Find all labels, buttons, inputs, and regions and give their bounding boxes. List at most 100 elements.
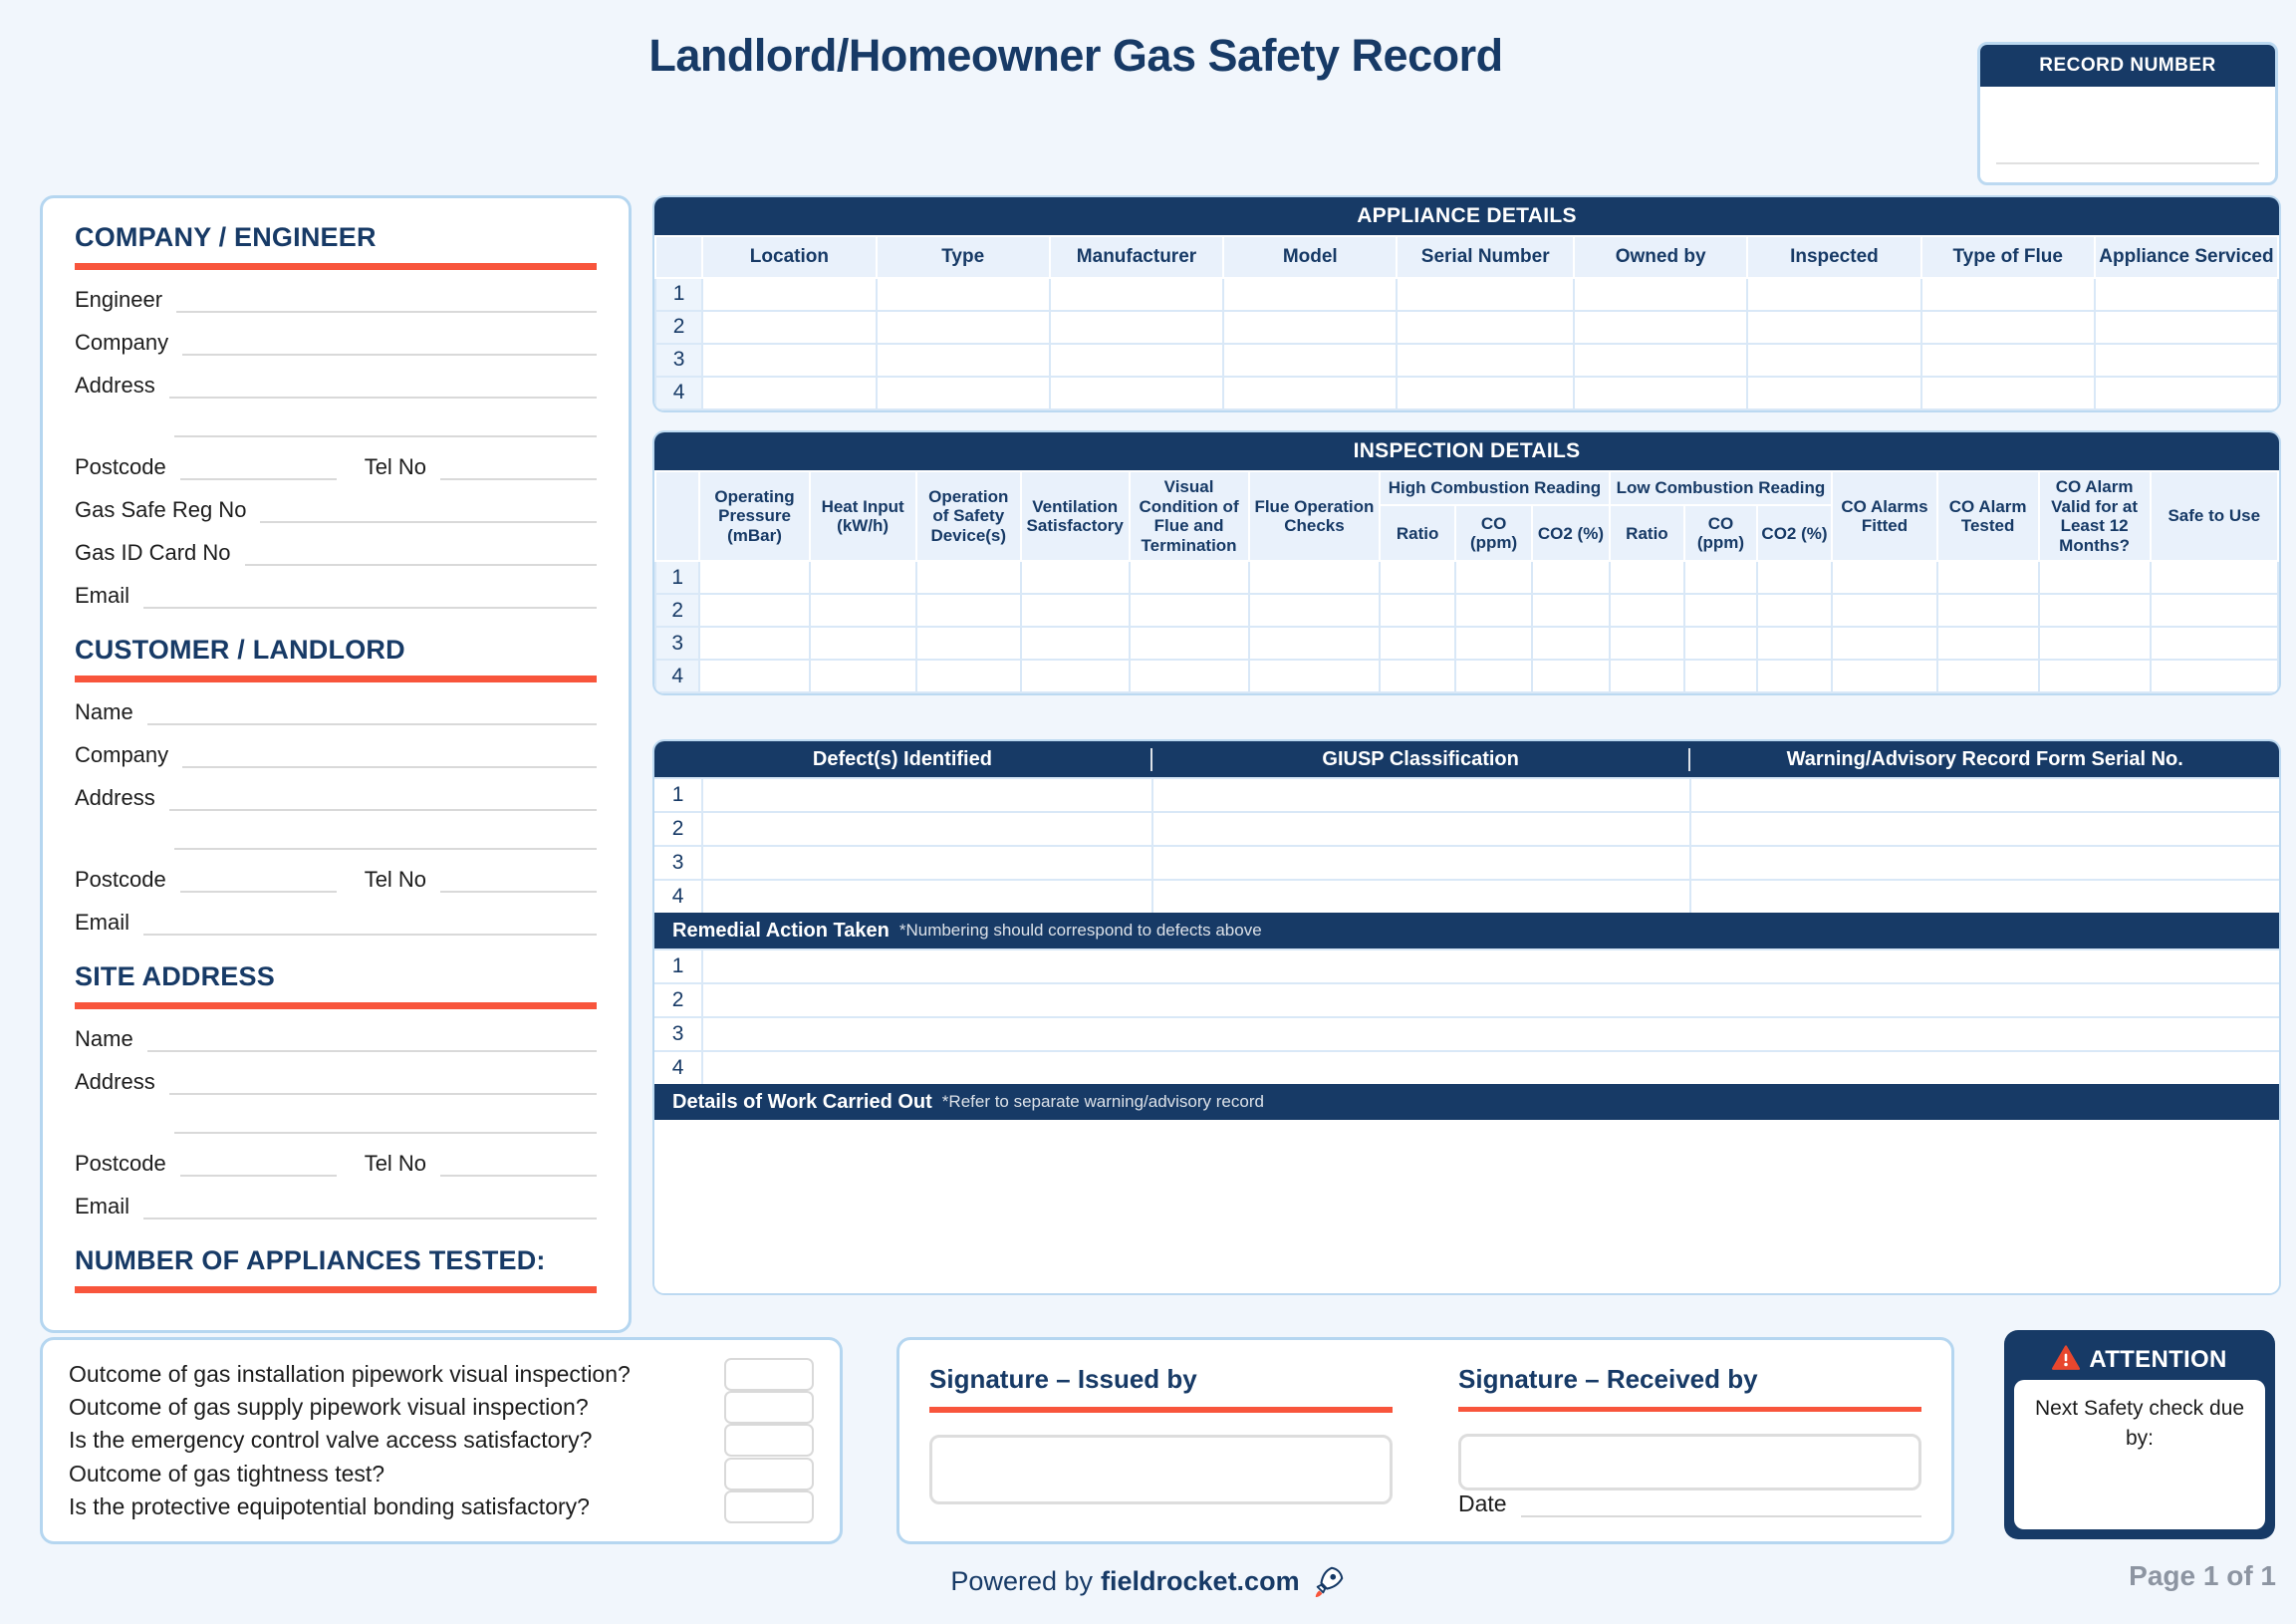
inspection-cell[interactable] <box>808 659 917 694</box>
inspection-cell[interactable] <box>1128 593 1250 629</box>
tel-no-input-line[interactable] <box>440 1151 597 1177</box>
inspection-cell[interactable] <box>1831 560 1938 596</box>
address-input-line[interactable] <box>168 1069 597 1095</box>
inspection-cell[interactable] <box>1247 626 1382 662</box>
appliance-cell[interactable] <box>2093 342 2279 378</box>
answer-box[interactable] <box>724 1424 814 1458</box>
inspection-cell[interactable] <box>698 626 811 662</box>
defect-cell[interactable] <box>701 813 1151 845</box>
answer-box[interactable] <box>724 1358 814 1392</box>
inspection-cell[interactable] <box>1755 659 1834 694</box>
appliance-cell[interactable] <box>1746 309 1922 345</box>
inspection-cell[interactable] <box>2037 560 2152 596</box>
appliance-cell[interactable] <box>1048 309 1225 345</box>
answer-box[interactable] <box>724 1489 814 1523</box>
remedial-cell[interactable] <box>701 1052 2279 1084</box>
appliance-cell[interactable] <box>875 276 1051 312</box>
inspection-cell[interactable] <box>698 560 811 596</box>
company-input-line[interactable] <box>182 742 597 768</box>
postcode-input-line[interactable] <box>179 867 337 893</box>
inspection-cell[interactable] <box>2149 560 2279 596</box>
appliance-cell[interactable] <box>1222 375 1399 410</box>
appliance-cell[interactable] <box>1572 375 1749 410</box>
inspection-cell[interactable] <box>1247 560 1382 596</box>
appliance-cell[interactable] <box>701 342 878 378</box>
inspection-cell[interactable] <box>914 560 1022 596</box>
defect-cell[interactable] <box>701 847 1151 879</box>
inspection-cell[interactable] <box>1019 560 1131 596</box>
inspection-cell[interactable] <box>1935 626 2040 662</box>
inspection-cell[interactable] <box>1019 659 1131 694</box>
work-details-area[interactable] <box>654 1120 2279 1293</box>
appliance-cell[interactable] <box>1048 342 1225 378</box>
giusp-cell[interactable] <box>1151 813 1689 845</box>
gas-safe-reg-input-line[interactable] <box>260 497 597 523</box>
inspection-cell[interactable] <box>914 593 1022 629</box>
warning-serial-cell[interactable] <box>1689 881 2279 913</box>
inspection-cell[interactable] <box>1831 593 1938 629</box>
appliance-cell[interactable] <box>701 375 878 410</box>
inspection-cell[interactable] <box>1128 560 1250 596</box>
email-input-line[interactable] <box>143 910 597 936</box>
address-input-line-2[interactable] <box>174 411 597 437</box>
appliance-cell[interactable] <box>1048 375 1225 410</box>
inspection-cell[interactable] <box>1019 626 1131 662</box>
inspection-cell[interactable] <box>2037 626 2152 662</box>
engineer-input-line[interactable] <box>176 287 597 313</box>
appliance-cell[interactable] <box>701 309 878 345</box>
gas-id-card-input-line[interactable] <box>244 540 597 566</box>
postcode-input-line[interactable] <box>179 454 337 480</box>
inspection-cell[interactable] <box>1379 626 1456 662</box>
inspection-cell[interactable] <box>1379 560 1456 596</box>
appliance-cell[interactable] <box>1919 375 2096 410</box>
inspection-cell[interactable] <box>914 626 1022 662</box>
answer-box[interactable] <box>724 1457 814 1490</box>
inspection-cell[interactable] <box>2149 593 2279 629</box>
inspection-cell[interactable] <box>2149 626 2279 662</box>
inspection-cell[interactable] <box>1128 626 1250 662</box>
appliance-cell[interactable] <box>1746 375 1922 410</box>
inspection-cell[interactable] <box>1453 560 1534 596</box>
inspection-cell[interactable] <box>808 626 917 662</box>
appliance-cell[interactable] <box>1919 342 2096 378</box>
appliance-cell[interactable] <box>875 342 1051 378</box>
name-input-line[interactable] <box>146 1026 597 1052</box>
tel-no-input-line[interactable] <box>440 867 597 893</box>
inspection-cell[interactable] <box>1935 659 2040 694</box>
inspection-cell[interactable] <box>698 659 811 694</box>
appliance-cell[interactable] <box>1222 342 1399 378</box>
inspection-cell[interactable] <box>2149 659 2279 694</box>
appliance-cell[interactable] <box>1222 309 1399 345</box>
giusp-cell[interactable] <box>1151 881 1689 913</box>
date-input-line[interactable] <box>1520 1493 1921 1517</box>
inspection-cell[interactable] <box>1608 560 1686 596</box>
inspection-cell[interactable] <box>1755 560 1834 596</box>
inspection-cell[interactable] <box>1453 659 1534 694</box>
appliance-cell[interactable] <box>1396 375 1575 410</box>
warning-serial-cell[interactable] <box>1689 779 2279 811</box>
company-input-line[interactable] <box>182 330 597 356</box>
inspection-cell[interactable] <box>1608 626 1686 662</box>
inspection-cell[interactable] <box>1755 593 1834 629</box>
appliance-cell[interactable] <box>701 276 878 312</box>
inspection-cell[interactable] <box>1531 659 1611 694</box>
inspection-cell[interactable] <box>1683 593 1758 629</box>
inspection-cell[interactable] <box>808 593 917 629</box>
giusp-cell[interactable] <box>1151 847 1689 879</box>
appliance-cell[interactable] <box>1919 276 2096 312</box>
remedial-cell[interactable] <box>701 950 2279 982</box>
appliance-cell[interactable] <box>1572 276 1749 312</box>
inspection-cell[interactable] <box>1683 560 1758 596</box>
inspection-cell[interactable] <box>1247 593 1382 629</box>
inspection-cell[interactable] <box>1531 626 1611 662</box>
inspection-cell[interactable] <box>1453 593 1534 629</box>
address-input-line-2[interactable] <box>174 1108 597 1134</box>
inspection-cell[interactable] <box>1935 593 2040 629</box>
inspection-cell[interactable] <box>1683 659 1758 694</box>
brand-link[interactable]: fieldrocket.com <box>1101 1565 1300 1596</box>
remedial-cell[interactable] <box>701 1018 2279 1050</box>
address-input-line-2[interactable] <box>174 824 597 850</box>
appliance-cell[interactable] <box>1396 276 1575 312</box>
appliance-cell[interactable] <box>2093 276 2279 312</box>
record-number-field[interactable] <box>1980 87 2275 182</box>
